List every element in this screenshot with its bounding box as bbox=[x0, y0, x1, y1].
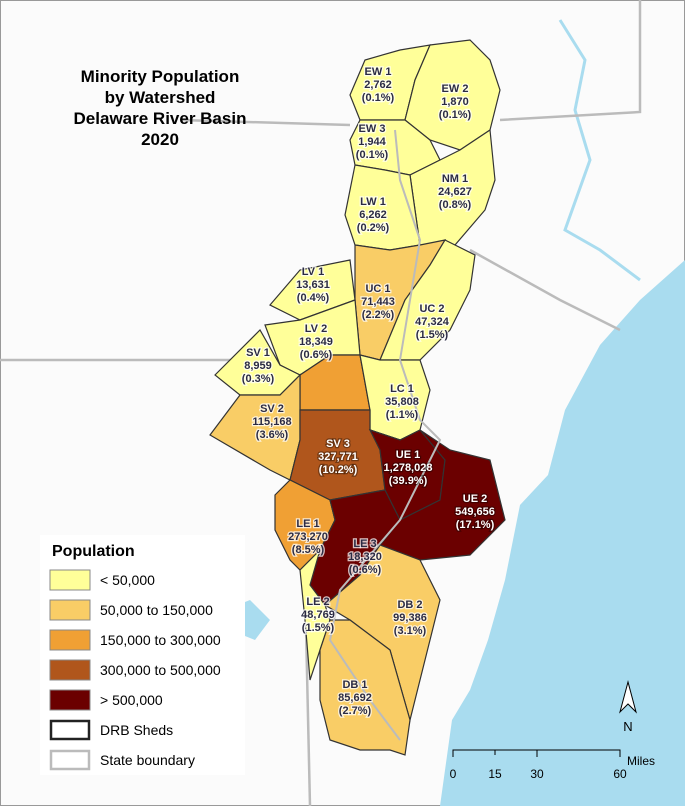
watershed-population: 18,349 bbox=[299, 336, 333, 348]
watershed-name: NM 1 bbox=[442, 173, 468, 185]
scale-label: 0 bbox=[450, 767, 457, 781]
watershed-share: (0.1%) bbox=[362, 92, 395, 104]
watershed-population: 1,278,028 bbox=[384, 462, 433, 474]
watershed-name: LE 3 bbox=[353, 538, 376, 550]
watershed-share: (3.6%) bbox=[256, 429, 289, 441]
watersheds bbox=[209, 39, 506, 756]
watershed-share: (1.5%) bbox=[416, 329, 449, 341]
river-state-line bbox=[328, 129, 442, 741]
legend-label: 50,000 to 150,000 bbox=[100, 602, 213, 618]
watershed-name: UC 2 bbox=[419, 303, 444, 315]
watershed-name: LE 1 bbox=[296, 518, 319, 530]
watershed-population: 71,443 bbox=[361, 296, 395, 308]
watershed-share: (8.5%) bbox=[292, 544, 325, 556]
legend-label: 150,000 to 300,000 bbox=[100, 632, 221, 648]
watershed-population: 8,959 bbox=[244, 360, 272, 372]
watershed-share: (3.1%) bbox=[394, 625, 427, 637]
shed-db1 bbox=[319, 619, 411, 756]
title: Minority Population by Watershed Delaware … bbox=[74, 67, 247, 149]
north-label: N bbox=[623, 719, 632, 734]
watershed-population: 6,262 bbox=[359, 209, 387, 221]
watershed-share: (0.6%) bbox=[300, 349, 333, 361]
river bbox=[558, 19, 641, 282]
legend-swatch bbox=[49, 599, 91, 621]
title-line: 2020 bbox=[141, 130, 179, 149]
scale-label: 15 bbox=[488, 767, 502, 781]
watershed-name: DB 1 bbox=[342, 679, 367, 691]
watershed-population: 273,270 bbox=[288, 531, 328, 543]
watershed-name: LW 1 bbox=[360, 196, 386, 208]
legend-label: State boundary bbox=[100, 752, 195, 768]
legend-swatch bbox=[49, 689, 91, 711]
watershed-share: (39.9%) bbox=[389, 475, 428, 487]
watershed-population: 115,168 bbox=[252, 416, 291, 428]
watershed-population: 13,631 bbox=[296, 279, 330, 291]
watershed-share: (0.6%) bbox=[349, 564, 382, 576]
watershed-name: DB 2 bbox=[397, 599, 422, 611]
title-line: Delaware River Basin bbox=[74, 109, 247, 128]
ocean bbox=[440, 260, 685, 806]
scale-label: 30 bbox=[530, 767, 544, 781]
legend-swatch bbox=[49, 569, 91, 591]
legend-label: > 500,000 bbox=[100, 692, 163, 708]
legend-label: < 50,000 bbox=[100, 572, 155, 588]
watershed-share: (1.1%) bbox=[386, 409, 419, 421]
shed-lv1 bbox=[269, 259, 356, 321]
watershed-population: 1,870 bbox=[441, 96, 469, 108]
watershed-name: LV 2 bbox=[305, 323, 327, 335]
watershed-population: 24,627 bbox=[438, 186, 472, 198]
watershed-name: UC 1 bbox=[365, 283, 390, 295]
legend: < 50,000 50,000 to 150,000 150,000 to 300,… bbox=[49, 569, 221, 771]
watershed-name: LC 1 bbox=[390, 383, 414, 395]
watershed-population: 2,762 bbox=[364, 79, 392, 91]
legend-label: DRB Sheds bbox=[100, 722, 173, 738]
watershed-population: 99,386 bbox=[393, 612, 427, 624]
watershed-name: SV 3 bbox=[326, 438, 350, 450]
watershed-name: EW 3 bbox=[359, 123, 386, 135]
watershed-share: (0.3%) bbox=[242, 373, 275, 385]
title-line: Minority Population bbox=[81, 67, 240, 86]
watershed-population: 327,771 bbox=[318, 451, 358, 463]
legend-label: 300,000 to 500,000 bbox=[100, 662, 221, 678]
watershed-labels: EW 12,762(0.1%)EW 21,870(0.1%)EW 31,944(… bbox=[241, 65, 497, 719]
north-arrow: N bbox=[619, 680, 637, 734]
shed-db2 bbox=[323, 544, 441, 723]
watershed-share: (0.1%) bbox=[356, 149, 389, 161]
watershed-name: LE 2 bbox=[306, 596, 329, 608]
legend-swatch bbox=[49, 719, 91, 741]
watershed-share: (0.8%) bbox=[439, 199, 472, 211]
legend-swatch bbox=[49, 629, 91, 651]
watershed-population: 549,656 bbox=[455, 506, 495, 518]
watershed-name: UE 2 bbox=[463, 493, 487, 505]
watershed-share: (0.2%) bbox=[357, 222, 390, 234]
watershed-population: 47,324 bbox=[415, 316, 450, 328]
watershed-name: LV 1 bbox=[302, 266, 324, 278]
watershed-population: 1,944 bbox=[358, 136, 386, 148]
watershed-share: (0.4%) bbox=[297, 292, 330, 304]
watershed-share: (10.2%) bbox=[319, 464, 358, 476]
scale-unit: Miles bbox=[627, 754, 655, 768]
scale-label: 60 bbox=[613, 767, 627, 781]
watershed-name: UE 1 bbox=[396, 449, 420, 461]
watershed-share: (2.2%) bbox=[362, 309, 395, 321]
watershed-population: 18,320 bbox=[348, 551, 382, 563]
watershed-share: (1.5%) bbox=[302, 622, 335, 634]
watershed-name: SV 2 bbox=[260, 403, 284, 415]
legend-swatch bbox=[49, 749, 91, 771]
watershed-share: (2.7%) bbox=[339, 705, 372, 717]
legend-swatch bbox=[49, 659, 91, 681]
watershed-population: 35,808 bbox=[385, 396, 419, 408]
watershed-name: EW 2 bbox=[442, 83, 469, 95]
watershed-share: (17.1%) bbox=[456, 519, 495, 531]
title-line: by Watershed bbox=[105, 88, 216, 107]
watershed-population: 48,769 bbox=[301, 609, 335, 621]
watershed-population: 85,692 bbox=[338, 692, 372, 704]
watershed-name: EW 1 bbox=[365, 66, 392, 78]
watershed-name: SV 1 bbox=[246, 347, 270, 359]
watershed-share: (0.1%) bbox=[439, 109, 472, 121]
legend-title: Population bbox=[52, 543, 135, 560]
